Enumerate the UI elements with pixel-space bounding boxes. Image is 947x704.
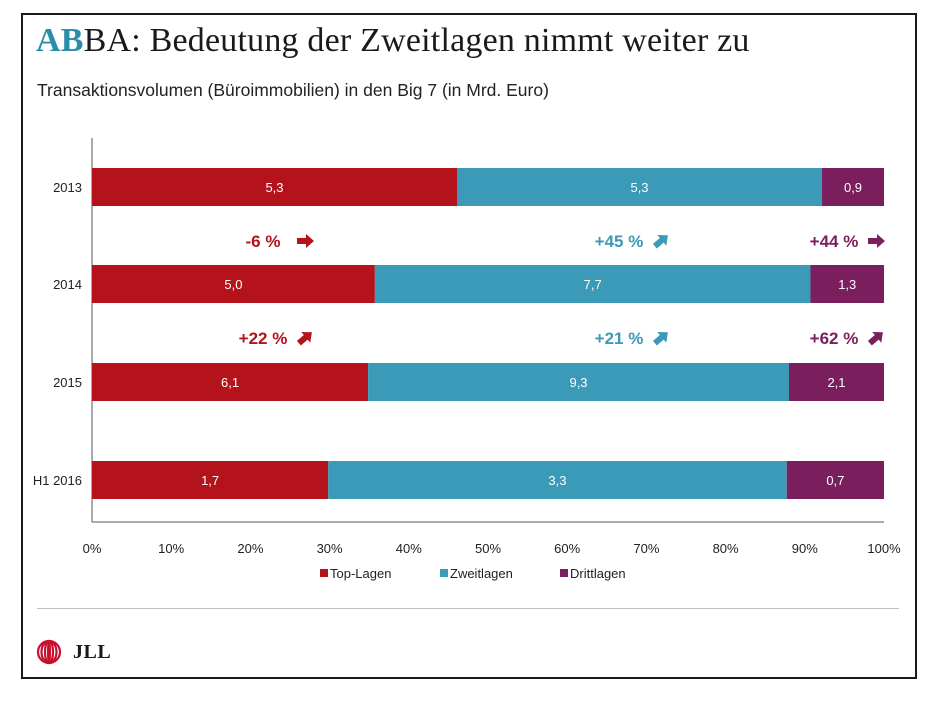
data-label: 5,3 bbox=[630, 180, 648, 195]
x-tick-label: 100% bbox=[867, 541, 901, 556]
bar-drittlagen bbox=[788, 363, 884, 401]
data-label: 2,1 bbox=[827, 375, 845, 390]
bar-zweitlagen bbox=[457, 168, 823, 206]
bar-drittlagen bbox=[822, 168, 884, 206]
title-rest: BA: Bedeutung der Zweitlagen nimmt weite… bbox=[83, 22, 750, 59]
category-label: 2015 bbox=[53, 375, 82, 390]
x-tick-label: 20% bbox=[237, 541, 263, 556]
data-label: 9,3 bbox=[569, 375, 587, 390]
jll-flame-icon bbox=[36, 639, 62, 665]
x-tick-label: 50% bbox=[475, 541, 501, 556]
change-label: +62 % bbox=[810, 329, 859, 348]
data-label: 0,9 bbox=[844, 180, 862, 195]
data-label: 1,7 bbox=[201, 473, 219, 488]
bar-zweitlagen bbox=[374, 265, 811, 303]
data-label: 6,1 bbox=[221, 375, 239, 390]
arrow-up-right-icon bbox=[867, 331, 883, 346]
legend-swatch-top-lagen bbox=[320, 569, 328, 577]
x-tick-label: 80% bbox=[713, 541, 739, 556]
data-label: 5,0 bbox=[224, 277, 242, 292]
legend-swatch-drittlagen bbox=[560, 569, 568, 577]
category-label: 2013 bbox=[53, 180, 82, 195]
legend-label: Zweitlagen bbox=[450, 566, 513, 581]
legend-label: Drittlagen bbox=[570, 566, 626, 581]
category-label: H1 2016 bbox=[33, 473, 82, 488]
data-label: 3,3 bbox=[548, 473, 566, 488]
arrow-up-right-icon bbox=[296, 331, 312, 346]
logo-text: JLL bbox=[73, 640, 112, 663]
title-accent: AB bbox=[36, 22, 84, 59]
chart-subtitle: Transaktionsvolumen (Büroimmobilien) in … bbox=[37, 80, 549, 100]
x-tick-label: 10% bbox=[158, 541, 184, 556]
x-tick-label: 30% bbox=[317, 541, 343, 556]
x-tick-label: 60% bbox=[554, 541, 580, 556]
data-label: 5,3 bbox=[265, 180, 283, 195]
bar-top-lagen bbox=[92, 168, 458, 206]
data-label: 1,3 bbox=[838, 277, 856, 292]
legend-swatch-zweitlagen bbox=[440, 569, 448, 577]
x-tick-label: 90% bbox=[792, 541, 818, 556]
jll-logo: JLL bbox=[36, 637, 111, 667]
slide-frame bbox=[21, 13, 917, 679]
arrow-up-right-icon bbox=[652, 234, 668, 249]
x-tick-label: 0% bbox=[83, 541, 102, 556]
change-label: +21 % bbox=[595, 329, 644, 348]
bar-zweitlagen bbox=[328, 461, 787, 499]
bar-top-lagen bbox=[92, 265, 375, 303]
bar-top-lagen bbox=[92, 461, 329, 499]
slide-title: ABBA: Bedeutung der Zweitlagen nimmt wei… bbox=[36, 22, 750, 60]
arrow-right-icon bbox=[297, 234, 314, 248]
bar-top-lagen bbox=[92, 363, 369, 401]
data-label: 0,7 bbox=[826, 473, 844, 488]
change-label: +44 % bbox=[810, 232, 859, 251]
x-tick-label: 70% bbox=[633, 541, 659, 556]
data-label: 7,7 bbox=[584, 277, 602, 292]
bar-drittlagen bbox=[810, 265, 884, 303]
bar-drittlagen bbox=[786, 461, 884, 499]
bar-zweitlagen bbox=[368, 363, 789, 401]
category-label: 2014 bbox=[53, 277, 82, 292]
change-label: -6 % bbox=[246, 232, 281, 251]
change-label: +45 % bbox=[595, 232, 644, 251]
arrow-right-icon bbox=[868, 234, 885, 248]
footer-divider bbox=[37, 608, 899, 609]
x-tick-label: 40% bbox=[396, 541, 422, 556]
change-label: +22 % bbox=[239, 329, 288, 348]
arrow-up-right-icon bbox=[652, 331, 668, 346]
legend-label: Top-Lagen bbox=[330, 566, 391, 581]
